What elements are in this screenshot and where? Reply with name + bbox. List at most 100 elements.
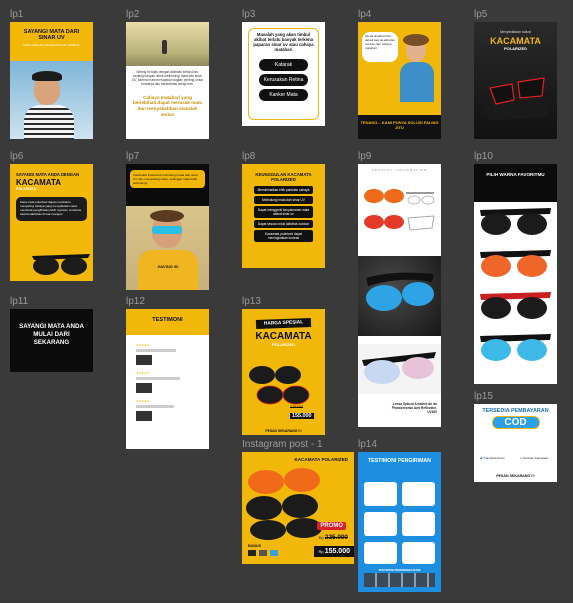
lp8-item-3: Dapat mengganti kenyamanan mata akibat s… bbox=[254, 206, 313, 218]
lp13-old-price: 225.000 bbox=[290, 405, 303, 409]
check-icon: ● bbox=[520, 456, 522, 460]
lp15-trust-left: Transaksi Aman bbox=[483, 456, 505, 460]
frame-label-lp10[interactable]: lp10 bbox=[474, 151, 493, 162]
lp15-trust-right: Jaminan Kepuasan bbox=[522, 456, 549, 460]
frame-lp14[interactable]: TESTIMONI PENGIRIMAN TESTIMONI PENGIRIMA… bbox=[358, 452, 441, 592]
frame-instagram-post[interactable]: KACAMATA POLARIZED PROMO BONUS Rp 225.00… bbox=[242, 452, 354, 564]
lp5-title: KACAMATA bbox=[490, 36, 541, 46]
lp8-heading: KEUNGGULAN KACAMATA POLARIZED bbox=[255, 172, 312, 182]
lp4-bubble: Tanpa disadari bisa terjadi karena aktiv… bbox=[362, 32, 398, 62]
lp13-badge: HARGA SPESIAL bbox=[255, 318, 312, 329]
frame-label-lp12[interactable]: lp12 bbox=[126, 296, 145, 307]
frame-label-lp15[interactable]: lp15 bbox=[474, 391, 493, 402]
lp13-cta[interactable]: PESAN SEKARANG !!! bbox=[265, 429, 302, 433]
lp13-title: KACAMATA bbox=[255, 331, 312, 342]
lp3-button-1[interactable]: Katarak bbox=[258, 58, 309, 71]
frame-label-lp1[interactable]: lp1 bbox=[10, 9, 24, 20]
sunglasses-icon bbox=[362, 352, 436, 384]
frame-label-lp8[interactable]: lp8 bbox=[242, 151, 256, 162]
lp10-heading: PILIH WARNA FAVORITMU bbox=[474, 164, 557, 202]
rating-stars: ★★★★★ bbox=[136, 371, 150, 375]
frame-lp5[interactable]: Menyediakan solusi KACAMATA POLARIZED bbox=[474, 22, 557, 139]
lp2-highlight: Cahaya matahari yang berlebihan dapat me… bbox=[133, 94, 202, 117]
frame-lp8[interactable]: KEUNGGULAN KACAMATA POLARIZED Meminimalk… bbox=[242, 164, 325, 268]
lp9-spec-title: PRODUCT INFORMATION bbox=[371, 168, 428, 172]
color-variants bbox=[480, 208, 551, 361]
lp1-subheading: MATA ADALAH PENGHASILAN TERBAIK bbox=[23, 43, 80, 47]
ig-bonus: BONUS bbox=[248, 544, 261, 548]
lp14-heading: TESTIMONI PENGIRIMAN bbox=[368, 458, 431, 464]
frame-label-lp9[interactable]: lp9 bbox=[358, 151, 372, 162]
lp1-heading: SAYANGI MATA DARI SINAR UV bbox=[23, 29, 80, 41]
lp13-new-price: 155.000 bbox=[290, 413, 314, 419]
lp2-body: Seiring ini tidak dengan aktivitas sehar… bbox=[132, 70, 203, 87]
lp9-desc: Lensa Optical Ambient Air an Photochromi… bbox=[391, 402, 437, 415]
runner-photo bbox=[126, 22, 209, 66]
lp4-footer: TENANG... KAMI PUNYA SOLUSI PALING JITU bbox=[358, 115, 441, 139]
lp6-body-box: Kaca mata polarized dapat membantu menya… bbox=[16, 197, 87, 221]
frame-label-lp4[interactable]: lp4 bbox=[358, 9, 372, 20]
model-photo: HAVING 90 bbox=[126, 206, 209, 290]
lp13-subtitle: POLARIZED bbox=[271, 342, 296, 347]
frame-lp3[interactable]: Masalah yang akan timbul akibat terlalu … bbox=[242, 22, 325, 126]
frame-label-lp6[interactable]: lp6 bbox=[10, 151, 24, 162]
ig-old-price: 225.000 bbox=[324, 534, 348, 541]
lp6-heading: SAYANGI MATA ANDA DENGAN bbox=[16, 172, 80, 177]
frame-lp6[interactable]: SAYANGI MATA ANDA DENGAN KACAMATA POLARI… bbox=[10, 164, 93, 281]
lp5-subtitle: POLARIZED bbox=[503, 46, 528, 51]
lp3-question: Masalah yang akan timbul akibat terlalu … bbox=[253, 32, 314, 53]
lp8-item-4: Dapat sesuai untuk aktivitas outdoor bbox=[254, 220, 313, 228]
frame-lp9[interactable]: PRODUCT INFORMATION Lensa Optical Ambien… bbox=[358, 164, 441, 427]
lp15-cta[interactable]: PESAN SEKARANG !!! bbox=[496, 474, 535, 478]
lp11-text: SAYANGI MATA ANDA MULAI DARI SEKARANG bbox=[19, 323, 84, 346]
frame-lp12[interactable]: TESTIMONI ★★★★★ ★★★★★ ★★★★★ bbox=[126, 309, 209, 449]
frame-label-lp14[interactable]: lp14 bbox=[358, 439, 377, 450]
frame-label-lp5[interactable]: lp5 bbox=[474, 9, 488, 20]
frame-lp15[interactable]: TERSEDIA PEMBAYARAN COD ◆ Transaksi Aman… bbox=[474, 404, 557, 482]
lp3-button-2[interactable]: Kerusakan Retina bbox=[258, 73, 309, 86]
variant-orange bbox=[480, 250, 551, 277]
frame-label-lp7[interactable]: lp7 bbox=[126, 151, 140, 162]
ig-currency-old: Rp bbox=[318, 535, 324, 540]
frame-lp13[interactable]: HARGA SPESIAL KACAMATA POLARIZED 225.000… bbox=[242, 309, 325, 435]
woman-photo bbox=[398, 34, 436, 114]
frame-lp10[interactable]: PILIH WARNA FAVORITMU bbox=[474, 164, 557, 384]
frame-label-lp11[interactable]: lp11 bbox=[10, 296, 29, 307]
lp6-body: Kaca mata polarized dapat membantu menya… bbox=[20, 200, 82, 216]
lp8-item-1: Meminimalkan efek pantulan cahaya bbox=[254, 186, 313, 194]
lp5-kicker: Menyediakan solusi bbox=[500, 30, 531, 34]
sunglasses-icon bbox=[484, 77, 550, 120]
lp12-heading: TESTIMONI bbox=[126, 309, 209, 335]
frame-lp1[interactable]: SAYANGI MATA DARI SINAR UV MATA ADALAH P… bbox=[10, 22, 93, 139]
frame-label-lp2[interactable]: lp2 bbox=[126, 9, 140, 20]
frame-lp2[interactable]: Seiring ini tidak dengan aktivitas sehar… bbox=[126, 22, 209, 139]
lp14-footer: TESTIMONI PENGIRIMAN KAMI bbox=[378, 568, 421, 572]
lp15-cod: COD bbox=[491, 416, 540, 430]
lp4-bubble-text: Tanpa disadari bisa terjadi karena aktiv… bbox=[365, 34, 395, 50]
frame-lp11[interactable]: SAYANGI MATA ANDA MULAI DARI SEKARANG bbox=[10, 309, 93, 372]
rating-stars: ★★★★★ bbox=[136, 343, 150, 347]
lp8-item-5: Kacamata polarized dapat meningkatkan ko… bbox=[254, 230, 313, 242]
lp8-item-2: Melindungi mata dari sinar UV bbox=[254, 196, 313, 204]
lp6-subtitle: POLARIZED bbox=[16, 187, 37, 191]
blue-lens-photo bbox=[358, 256, 441, 336]
frame-lp7[interactable]: Kacamata Polarized melindungi mata dari … bbox=[126, 164, 209, 290]
lp3-button-3[interactable]: Kanker Mata bbox=[258, 88, 309, 101]
sunglasses-stack bbox=[246, 468, 322, 540]
rating-stars: ★★★★★ bbox=[136, 399, 150, 403]
lp6-title: KACAMATA bbox=[16, 178, 62, 187]
frame-label-lp3[interactable]: lp3 bbox=[242, 9, 256, 20]
lp7-caption: Kacamata Polarized melindungi mata dari … bbox=[133, 173, 198, 186]
variant-black-red bbox=[480, 292, 551, 319]
sunglasses-icon bbox=[366, 272, 434, 311]
lp7-shirt-text: HAVING 90 bbox=[157, 264, 179, 269]
sunglasses-stack bbox=[249, 366, 310, 405]
ig-title: KACAMATA POLARIZED bbox=[294, 457, 348, 462]
frame-label-lp13[interactable]: lp13 bbox=[242, 296, 261, 307]
variant-black bbox=[480, 208, 551, 235]
pink-lens-photo bbox=[358, 344, 441, 394]
ig-currency-new: Rp bbox=[318, 549, 324, 554]
frame-lp4[interactable]: Tanpa disadari bisa terjadi karena aktiv… bbox=[358, 22, 441, 139]
lp15-heading: TERSEDIA PEMBAYARAN bbox=[482, 408, 549, 414]
frame-label-instagram[interactable]: Instagram post - 1 bbox=[242, 439, 323, 450]
